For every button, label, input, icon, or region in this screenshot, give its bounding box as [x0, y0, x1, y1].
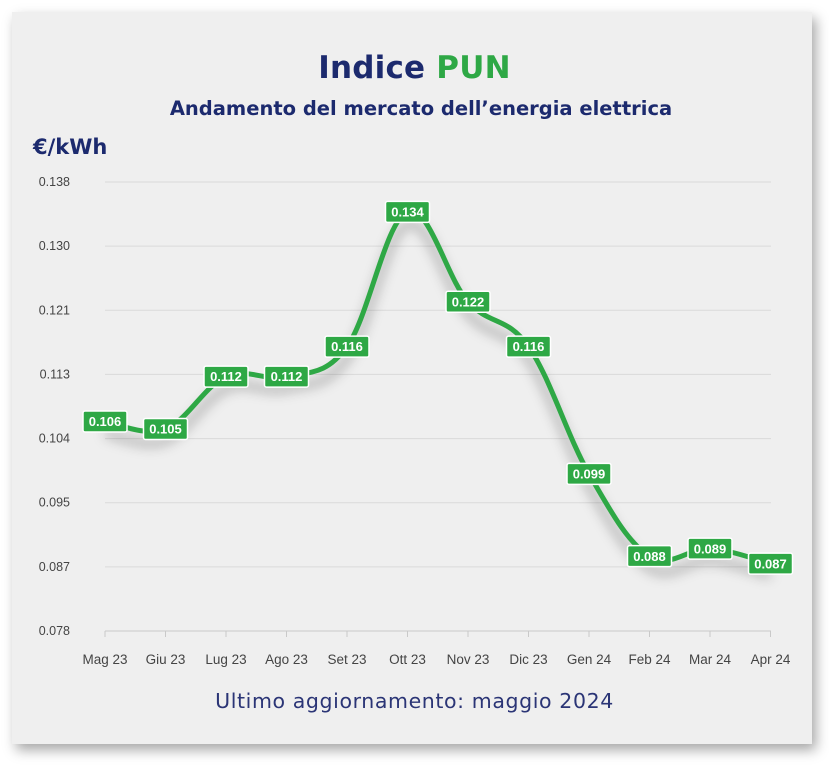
x-axis: Mag 23 Giu 23 Lug 23 Ago 23 Set 23 Ott 23 Nov …: [82, 630, 791, 667]
data-label-text: 0.112: [271, 369, 303, 384]
chart-card: [12, 12, 812, 744]
data-label-box: [626, 544, 673, 568]
y-tick-label: 0.121: [39, 303, 70, 317]
chart-title: Indice PUN: [0, 50, 829, 86]
data-label-box: [505, 335, 552, 358]
data-label-box: [263, 365, 310, 388]
y-tick-label: 0.095: [39, 496, 70, 510]
y-tick-label: 0.078: [39, 624, 70, 638]
data-label-text: 0.099: [573, 466, 606, 481]
x-tick-label: Set 23: [327, 652, 366, 667]
data-label: 0.088: [626, 544, 673, 568]
data-label-box: [384, 200, 431, 224]
data-label-box: [747, 552, 794, 575]
y-axis-ticks: 0.078 0.087 0.095 0.104 0.113 0.121 0.130 0.138: [39, 175, 70, 638]
y-tick-label: 0.113: [40, 367, 70, 381]
data-label-box: [203, 365, 249, 388]
title-accent: PUN: [436, 50, 511, 86]
data-label-text: 0.116: [331, 339, 363, 354]
x-tick-label: Dic 23: [509, 652, 547, 667]
data-label-box: [324, 335, 370, 358]
data-labels: 0.106 0.105 0.112 0.112 0.116 0.134 0.122 0.116…: [82, 200, 794, 575]
data-label: 0.116: [505, 335, 552, 358]
data-label: 0.112: [203, 365, 249, 388]
title-main: Indice: [318, 50, 426, 86]
x-tick-label: Apr 24: [751, 652, 791, 667]
y-tick-label: 0.138: [39, 175, 70, 189]
x-tick-label: Mar 24: [689, 652, 732, 667]
data-label: 0.087: [747, 552, 794, 575]
data-label-text: 0.134: [391, 205, 424, 220]
data-label: 0.116: [324, 335, 370, 358]
data-label: 0.112: [263, 365, 310, 388]
x-tick-label: Ott 23: [389, 652, 426, 667]
data-label: 0.134: [384, 200, 431, 224]
chart-subtitle: Andamento del mercato dell’energia elett…: [169, 97, 673, 120]
data-label-box: [445, 290, 491, 313]
data-label-text: 0.088: [633, 549, 666, 564]
y-tick-label: 0.087: [39, 560, 70, 574]
data-label: 0.099: [566, 462, 612, 486]
x-tick-label: Feb 24: [628, 652, 671, 667]
data-label-text: 0.112: [210, 369, 242, 384]
data-label-box: [687, 537, 733, 560]
y-tick-label: 0.104: [39, 432, 70, 446]
y-axis-unit: €/kWh: [33, 135, 108, 159]
data-label: 0.105: [142, 417, 189, 441]
data-label-text: 0.122: [452, 294, 485, 309]
last-update-note: Ultimo aggiornamento: maggio 2024: [215, 689, 614, 713]
x-tick-label: Nov 23: [447, 652, 490, 667]
y-tick-label: 0.130: [39, 239, 70, 253]
x-tick-label: Ago 23: [265, 652, 308, 667]
data-label-box: [82, 410, 128, 433]
data-label-text: 0.106: [89, 414, 122, 429]
data-label-text: 0.087: [754, 556, 787, 571]
data-label-box: [566, 462, 612, 486]
x-tick-label: Lug 23: [205, 652, 246, 667]
x-tick-label: Gen 24: [567, 652, 612, 667]
x-tick-label: Mag 23: [82, 652, 127, 667]
data-label-text: 0.089: [694, 541, 727, 556]
data-label-text: 0.105: [149, 422, 182, 437]
data-label-text: 0.116: [513, 339, 545, 354]
series-line-shadow: [104, 220, 772, 579]
x-tick-label: Giu 23: [146, 652, 186, 667]
data-label: 0.122: [445, 290, 491, 313]
data-label: 0.106: [82, 410, 128, 433]
data-label-box: [142, 417, 189, 441]
data-label: 0.089: [687, 537, 733, 560]
